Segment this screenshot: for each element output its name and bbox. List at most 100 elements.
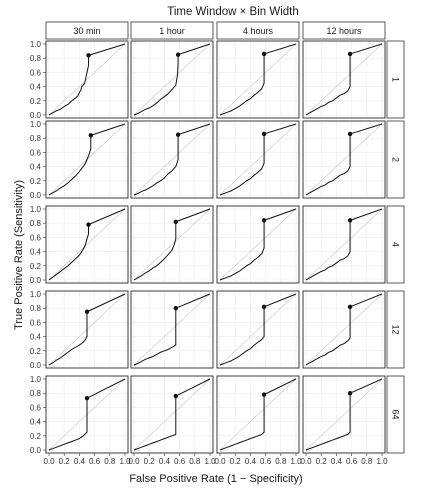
threshold-point — [173, 306, 178, 311]
x-tick-label: 0.8 — [361, 457, 373, 466]
threshold-point — [347, 391, 353, 396]
facet-panel — [216, 40, 300, 119]
diagonal-reference-line — [305, 123, 383, 196]
threshold-point — [347, 218, 353, 223]
x-tick-label: 0.0 — [43, 457, 55, 466]
panel-border — [302, 120, 386, 199]
threshold-point — [347, 304, 353, 309]
y-tick-label: 0.2 — [30, 262, 42, 271]
facet-panel — [45, 205, 129, 284]
threshold-point — [347, 131, 353, 137]
y-tick-label: 0.2 — [30, 177, 42, 186]
y-tick-label: 0.4 — [30, 333, 42, 342]
x-tick-label: 0.8 — [275, 457, 287, 466]
x-tick-label: 0.0 — [214, 457, 226, 466]
diagonal-reference-line — [219, 123, 297, 196]
panel-border — [45, 290, 129, 369]
y-tick-label: 0.6 — [30, 148, 42, 157]
x-tick-label: 0.2 — [316, 457, 328, 466]
x-tick-label: 1.0 — [119, 457, 131, 466]
y-tick-label: 0.2 — [30, 432, 42, 441]
facet-panel — [130, 120, 214, 199]
diagonal-reference-line — [133, 123, 211, 196]
panel-border — [130, 290, 214, 369]
roc-curve-line — [305, 208, 383, 281]
roc-curve-line — [133, 293, 211, 366]
facet-panel — [45, 375, 129, 454]
threshold-point — [86, 53, 91, 58]
column-strip-label: 30 min — [73, 26, 100, 36]
chart-title: Time Window × Bin Width — [167, 6, 299, 18]
roc-curve-line — [305, 123, 383, 196]
y-tick-label: 1.0 — [30, 40, 42, 49]
roc-curve-line — [219, 208, 297, 281]
facet-panel — [130, 205, 214, 284]
roc-curve-line — [48, 378, 126, 451]
x-tick-label: 1.0 — [376, 457, 388, 466]
roc-curve-line — [219, 378, 297, 451]
threshold-point — [175, 52, 181, 57]
diagonal-reference-line — [219, 208, 297, 281]
column-strip — [45, 21, 129, 40]
row-strip — [386, 290, 405, 369]
panel-border — [45, 375, 129, 454]
y-tick-label: 0.0 — [30, 446, 42, 455]
x-tick-label: 0.6 — [174, 457, 186, 466]
roc-curve-line — [219, 43, 297, 116]
threshold-point — [88, 133, 94, 138]
facet-panel — [302, 375, 386, 454]
x-tick-label: 0.6 — [260, 457, 272, 466]
panel-border — [130, 120, 214, 199]
y-tick-label: 0.6 — [30, 68, 42, 77]
facet-panel — [216, 290, 300, 369]
x-tick-label: 1.0 — [204, 457, 216, 466]
row-strip-label: 4 — [391, 242, 401, 247]
diagonal-reference-line — [48, 208, 126, 281]
x-tick-label: 0.0 — [300, 457, 312, 466]
facet-panel — [45, 290, 129, 369]
x-tick-label: 0.4 — [245, 457, 257, 466]
facet-panel — [130, 40, 214, 119]
diagonal-reference-line — [133, 378, 211, 451]
y-tick-label: 1.0 — [30, 205, 42, 214]
threshold-point — [84, 309, 90, 314]
panel-border — [45, 40, 129, 119]
panel-border — [216, 375, 300, 454]
panel-border — [302, 205, 386, 284]
diagonal-reference-line — [48, 43, 126, 116]
y-tick-label: 0.6 — [30, 318, 42, 327]
facet-panel — [302, 290, 386, 369]
column-strip-label: 12 hours — [326, 26, 362, 36]
roc-curve-line — [305, 378, 383, 451]
facet-panel — [302, 120, 386, 199]
x-tick-label: 1.0 — [290, 457, 302, 466]
row-strip-label: 2 — [391, 157, 401, 162]
threshold-point — [261, 392, 267, 397]
y-tick-label: 0.8 — [30, 219, 42, 228]
panel-border — [302, 40, 386, 119]
panel-border — [130, 375, 214, 454]
facet-panel — [302, 40, 386, 119]
panel-border — [130, 205, 214, 284]
roc-curve-line — [305, 293, 383, 366]
row-strip-label: 12 — [391, 324, 401, 334]
column-strip — [216, 21, 300, 40]
diagonal-reference-line — [219, 43, 297, 116]
threshold-point — [261, 131, 267, 137]
threshold-point — [173, 219, 178, 224]
diagonal-reference-line — [305, 43, 383, 116]
facet-panels: 30 min 1 hour 4 hours 12 hours12412640.00.2… — [30, 21, 405, 466]
facet-panel — [130, 290, 214, 369]
roc-curve-line — [219, 123, 297, 196]
facet-panel — [216, 375, 300, 454]
column-strip — [130, 21, 214, 40]
y-tick-label: 0.8 — [30, 54, 42, 63]
x-tick-label: 0.8 — [104, 457, 116, 466]
y-tick-label: 0.8 — [30, 134, 42, 143]
row-strip — [386, 120, 405, 199]
roc-curve-line — [133, 43, 211, 116]
y-tick-label: 0.4 — [30, 248, 42, 257]
y-tick-label: 0.8 — [30, 389, 42, 398]
y-tick-label: 0.8 — [30, 304, 42, 313]
